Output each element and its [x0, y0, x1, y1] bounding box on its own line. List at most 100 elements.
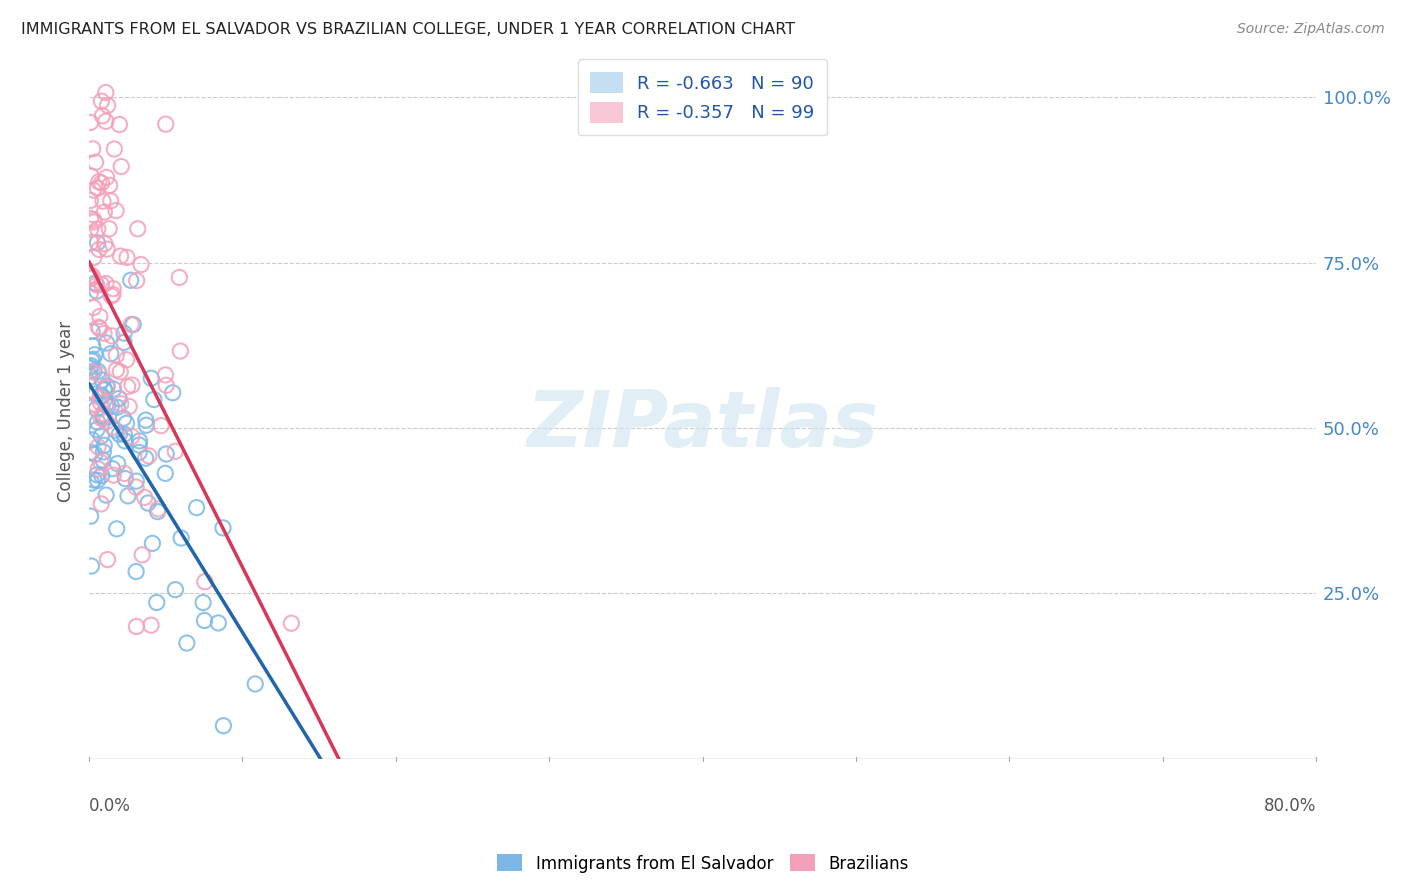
- Legend: Immigrants from El Salvador, Brazilians: Immigrants from El Salvador, Brazilians: [491, 847, 915, 880]
- Point: [79, 211, 101, 226]
- Point: [86, 235, 108, 250]
- Point: [87, 320, 110, 334]
- Point: [98, 221, 121, 235]
- Point: [83, 212, 105, 227]
- Point: [112, 467, 135, 481]
- Y-axis label: College, Under 1 year: College, Under 1 year: [58, 321, 75, 502]
- Point: [96, 380, 118, 394]
- Point: [191, 596, 214, 610]
- Point: [104, 423, 127, 437]
- Point: [96, 336, 118, 351]
- Point: [101, 461, 124, 475]
- Legend: R = -0.663   N = 90, R = -0.357   N = 99: R = -0.663 N = 90, R = -0.357 N = 99: [578, 60, 827, 136]
- Point: [110, 160, 132, 174]
- Point: [170, 531, 193, 545]
- Point: [89, 368, 111, 382]
- Point: [96, 242, 118, 256]
- Point: [105, 203, 128, 218]
- Point: [212, 521, 235, 535]
- Point: [93, 445, 115, 459]
- Point: [93, 382, 115, 396]
- Point: [103, 142, 125, 156]
- Point: [89, 310, 111, 324]
- Point: [80, 169, 103, 183]
- Point: [112, 411, 135, 425]
- Point: [87, 364, 110, 378]
- Point: [90, 176, 112, 190]
- Point: [212, 719, 235, 733]
- Point: [83, 215, 105, 229]
- Point: [87, 440, 110, 454]
- Point: [141, 371, 163, 385]
- Point: [82, 352, 104, 367]
- Point: [96, 170, 118, 185]
- Point: [135, 418, 157, 433]
- Point: [83, 473, 105, 487]
- Point: [135, 451, 157, 466]
- Point: [86, 284, 108, 298]
- Point: [96, 415, 118, 429]
- Point: [84, 387, 107, 401]
- Point: [122, 318, 145, 332]
- Point: [100, 194, 122, 208]
- Point: [83, 301, 105, 315]
- Point: [79, 285, 101, 300]
- Point: [90, 429, 112, 443]
- Point: [121, 429, 143, 443]
- Point: [83, 398, 105, 412]
- Point: [105, 348, 128, 362]
- Point: [128, 445, 150, 459]
- Point: [108, 118, 131, 132]
- Point: [93, 411, 115, 425]
- Point: [142, 392, 165, 407]
- Point: [103, 468, 125, 483]
- Point: [165, 582, 187, 597]
- Point: [94, 114, 117, 128]
- Point: [135, 413, 157, 427]
- Point: [80, 353, 103, 368]
- Point: [125, 565, 148, 579]
- Point: [114, 472, 136, 486]
- Point: [80, 445, 103, 459]
- Point: [155, 368, 177, 382]
- Point: [117, 489, 139, 503]
- Text: Source: ZipAtlas.com: Source: ZipAtlas.com: [1237, 22, 1385, 37]
- Point: [80, 359, 103, 373]
- Point: [91, 194, 114, 209]
- Point: [125, 274, 148, 288]
- Point: [94, 488, 117, 502]
- Point: [90, 277, 112, 292]
- Point: [93, 383, 115, 397]
- Point: [110, 397, 132, 411]
- Point: [86, 473, 108, 487]
- Point: [162, 385, 184, 400]
- Point: [139, 618, 162, 632]
- Point: [101, 329, 124, 343]
- Point: [90, 411, 112, 425]
- Point: [165, 444, 187, 458]
- Point: [80, 559, 103, 574]
- Point: [245, 677, 267, 691]
- Point: [112, 335, 135, 350]
- Point: [115, 417, 138, 431]
- Point: [145, 595, 167, 609]
- Point: [146, 505, 169, 519]
- Point: [91, 389, 114, 403]
- Point: [91, 109, 114, 123]
- Point: [79, 509, 101, 524]
- Point: [131, 548, 153, 562]
- Point: [155, 117, 177, 131]
- Point: [86, 467, 108, 482]
- Point: [84, 276, 107, 290]
- Text: IMMIGRANTS FROM EL SALVADOR VS BRAZILIAN COLLEGE, UNDER 1 YEAR CORRELATION CHART: IMMIGRANTS FROM EL SALVADOR VS BRAZILIAN…: [21, 22, 796, 37]
- Point: [86, 277, 108, 292]
- Point: [80, 476, 103, 491]
- Point: [138, 449, 160, 463]
- Point: [94, 236, 117, 251]
- Point: [89, 391, 111, 405]
- Point: [280, 616, 302, 631]
- Point: [136, 496, 159, 510]
- Point: [115, 352, 138, 367]
- Point: [150, 418, 173, 433]
- Point: [80, 271, 103, 285]
